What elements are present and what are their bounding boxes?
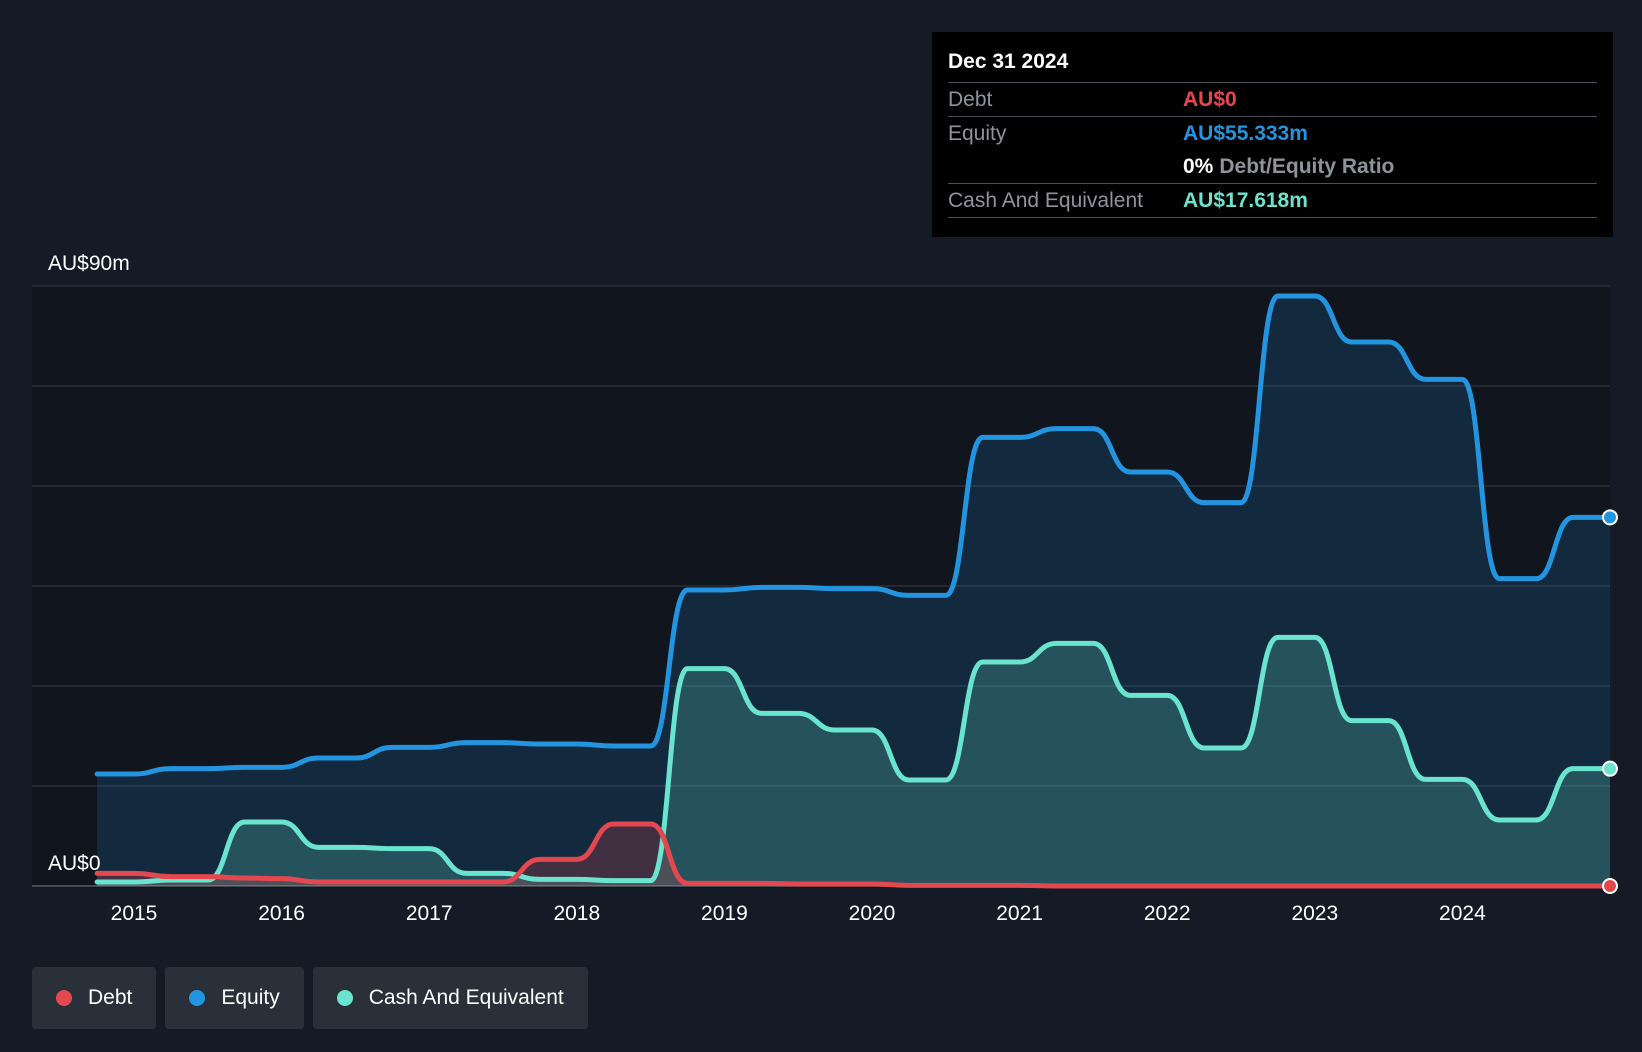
legend-label-equity: Equity	[221, 986, 280, 1009]
debt-line	[94, 821, 1613, 889]
end-markers	[1602, 509, 1618, 894]
x-tick-label: 2021	[996, 902, 1043, 925]
x-tick-label: 2024	[1439, 902, 1486, 925]
x-tick-label: 2019	[701, 902, 748, 925]
equity-end-marker	[1602, 509, 1618, 526]
y-label-bottom: AU$0	[48, 852, 101, 875]
x-tick-label: 2017	[406, 902, 453, 925]
tooltip-debt-label: Debt	[948, 87, 993, 111]
y-label-top: AU$90m	[48, 252, 130, 275]
legend-dot-cash	[336, 990, 353, 1006]
tooltip-ratio-value: 0%	[1183, 154, 1214, 178]
x-tick-label: 2016	[258, 902, 305, 925]
tooltip-date: Dec 31 2024	[948, 50, 1069, 73]
grid-lines	[32, 285, 1610, 887]
legend-dot-equity	[189, 990, 206, 1006]
x-tick-label: 2022	[1144, 902, 1191, 925]
cash-and-equivalent-line	[94, 634, 1613, 885]
equity-line	[94, 293, 1613, 777]
debt-end-marker	[1602, 878, 1618, 894]
legend-dot-debt	[56, 990, 72, 1006]
tooltip-debt-value: AU$0	[1183, 87, 1237, 111]
tooltip-row-ratio: 0% Debt/Equity Ratio	[948, 150, 1597, 183]
legend-label-cash: Cash And Equivalent	[368, 986, 564, 1009]
tooltip-equity-value: AU$55.333m	[1183, 121, 1308, 145]
tooltip-row-equity: Equity AU$55.333m	[948, 116, 1597, 150]
x-tick-label: 2018	[553, 902, 600, 925]
data-tooltip: Dec 31 2024 Debt AU$0 Equity AU$55.333m …	[932, 32, 1613, 237]
tooltip-equity-label: Equity	[948, 121, 1007, 145]
x-axis-ticks: 2015 2016 2017 2018 2019 2020 2021 2022 2023 2024	[111, 902, 1486, 925]
tooltip-row-cash: Cash And Equivalent AU$17.618m	[948, 183, 1597, 218]
x-tick-label: 2023	[1291, 902, 1338, 925]
cash-and-equivalent-area	[97, 637, 1611, 886]
legend-item-equity[interactable]: Equity	[165, 967, 304, 1029]
tooltip-cash-value: AU$17.618m	[1183, 188, 1308, 212]
x-tick-label: 2020	[849, 902, 896, 925]
cash-and-equivalent-end-marker	[1602, 760, 1618, 777]
tooltip-ratio-label: Debt/Equity Ratio	[1219, 154, 1395, 178]
x-tick-label: 2015	[111, 902, 158, 925]
legend-item-debt[interactable]: Debt	[32, 967, 157, 1029]
chart-legend: Debt Equity Cash And Equivalent	[32, 967, 588, 1029]
legend-label-debt: Debt	[88, 986, 133, 1009]
series-lines	[94, 293, 1613, 889]
tooltip-row-debt: Debt AU$0	[948, 82, 1597, 116]
legend-item-cash[interactable]: Cash And Equivalent	[312, 967, 588, 1029]
tooltip-cash-label: Cash And Equivalent	[948, 188, 1143, 212]
